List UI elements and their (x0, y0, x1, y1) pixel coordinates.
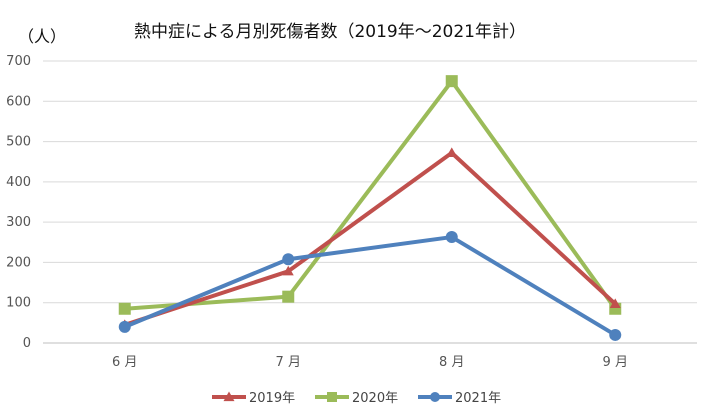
y-tick-label: 100 (6, 296, 31, 311)
y-tick-label: 0 (23, 336, 31, 351)
series-line (122, 150, 618, 327)
y-axis-unit: （人） (18, 27, 66, 46)
data-point-square (445, 75, 458, 88)
series-line (122, 79, 618, 311)
gridlines (43, 60, 697, 344)
chart-title: 熱中症による月別死傷者数（2019年〜2021年計） (134, 22, 526, 42)
y-tick-label: 600 (6, 94, 31, 109)
legend-item: 2019年 (212, 391, 295, 406)
y-tick-label: 400 (6, 175, 31, 190)
series-2019年 (119, 147, 621, 329)
data-point-square (118, 302, 131, 315)
y-tick-label: 700 (6, 54, 31, 69)
data-point-triangle (609, 298, 621, 309)
data-point-circle (609, 328, 622, 341)
legend-label: 2019年 (249, 391, 295, 406)
x-tick-label: 7 月 (276, 355, 301, 370)
data-point-circle (282, 253, 295, 266)
data-point-square (327, 392, 337, 402)
series-line (122, 235, 618, 337)
legend: 2019年 2020年 2021年 (212, 391, 501, 406)
data-point-circle (118, 320, 131, 333)
legend-item: 2021年 (418, 391, 501, 406)
data-point-circle (430, 392, 440, 402)
x-tick-label: 6 月 (112, 355, 137, 370)
axes: 0 100 200 300 400 500 600 700 6 月 7 月 8 月 9 月 (6, 54, 628, 370)
data-point-triangle (223, 391, 235, 402)
y-tick-label: 500 (6, 135, 31, 150)
y-tick-label: 200 (6, 255, 31, 270)
legend-item: 2020年 (315, 391, 398, 406)
series-lines (118, 75, 622, 341)
data-point-triangle (282, 265, 294, 276)
series-2020年 (118, 75, 622, 315)
y-tick-label: 300 (6, 215, 31, 230)
data-point-circle (445, 231, 458, 244)
series-2021年 (118, 231, 622, 341)
legend-label: 2021年 (455, 391, 501, 406)
data-point-triangle (446, 147, 458, 157)
legend-label: 2020年 (352, 391, 398, 406)
x-tick-label: 9 月 (603, 355, 628, 370)
x-tick-label: 8 月 (439, 355, 464, 370)
data-point-square (282, 290, 295, 303)
